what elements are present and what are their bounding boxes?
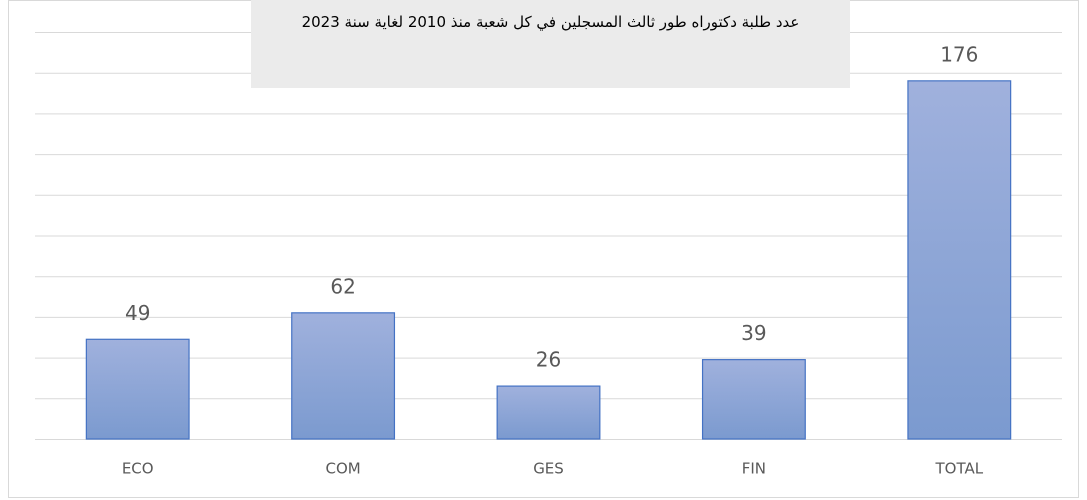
data-label: 26 <box>536 348 561 372</box>
bar <box>496 385 601 440</box>
x-tick-label: TOTAL <box>935 460 984 478</box>
x-tick-label: FIN <box>742 460 766 478</box>
x-tick-label: COM <box>325 460 360 478</box>
bar <box>701 359 806 440</box>
data-label: 176 <box>940 42 978 66</box>
x-tick-label: GES <box>533 460 564 478</box>
bar <box>291 312 396 440</box>
bar <box>85 338 190 440</box>
data-label: 62 <box>330 274 355 298</box>
chart-title: عدد طلبة دكتوراه طور ثالث المسجلين في كل… <box>251 0 850 88</box>
data-label: 39 <box>741 321 766 345</box>
x-tick-label: ECO <box>122 460 154 478</box>
bar <box>907 80 1012 440</box>
data-label: 49 <box>125 301 150 325</box>
